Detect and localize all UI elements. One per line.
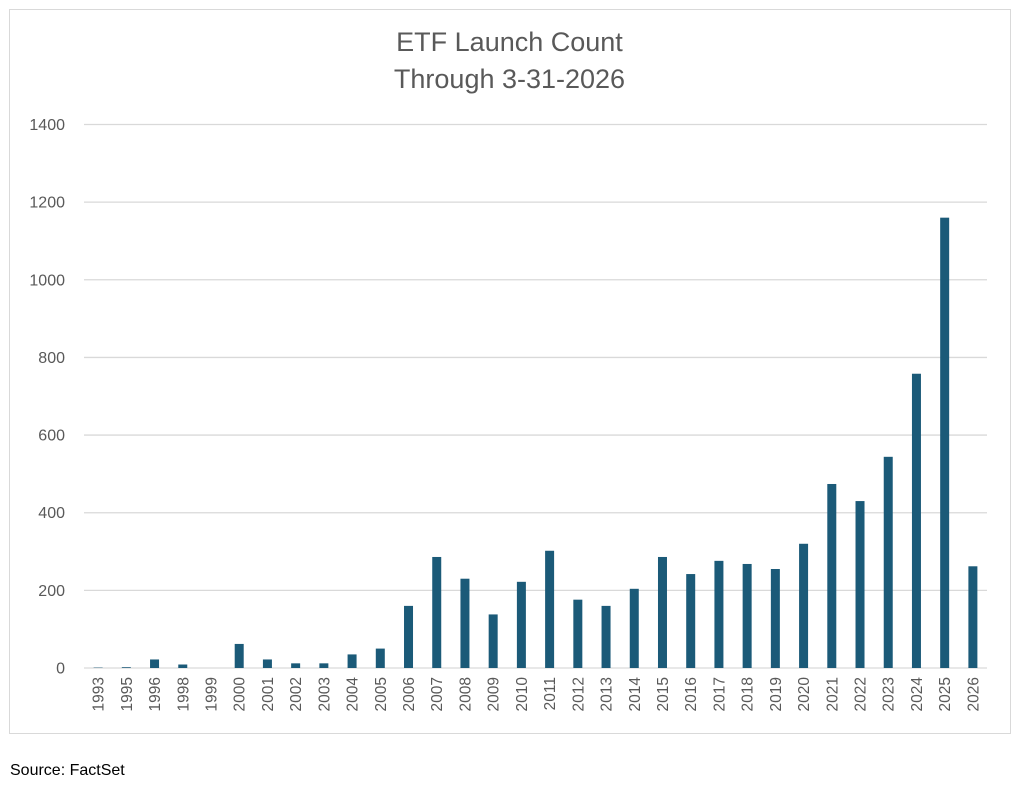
bar-2010 — [516, 581, 526, 668]
bar-1998 — [178, 664, 188, 668]
bar-2011 — [545, 550, 555, 668]
x-tick-label: 2011 — [542, 677, 559, 710]
y-tick-label: 800 — [38, 350, 65, 367]
bar-2002 — [291, 663, 301, 668]
x-tick-label: 2013 — [599, 677, 616, 711]
bar-2007 — [432, 556, 442, 668]
bar-2014 — [629, 588, 639, 668]
y-axis-ticks: 0 200 400 600 800 1000 1200 1400 — [29, 117, 65, 678]
x-tick-label: 2014 — [627, 677, 644, 712]
bar-2015 — [657, 556, 667, 668]
x-tick-label: 2008 — [457, 677, 474, 711]
x-tick-label: 2005 — [373, 677, 390, 711]
x-tick-label: 2026 — [965, 677, 982, 711]
x-tick-label: 2010 — [514, 677, 531, 712]
bar-2021 — [827, 483, 837, 668]
y-tick-label: 0 — [56, 661, 65, 678]
x-tick-label: 1993 — [91, 677, 108, 711]
x-tick-label: 2002 — [288, 677, 305, 711]
y-tick-label: 1400 — [29, 117, 65, 134]
x-tick-label: 2023 — [881, 677, 898, 711]
x-tick-label: 2006 — [401, 677, 418, 711]
x-tick-label: 2003 — [316, 677, 333, 711]
x-tick-label: 2004 — [345, 677, 362, 712]
chart-subtitle: Through 3-31-2026 — [393, 64, 626, 94]
x-tick-label: 2024 — [909, 677, 926, 712]
x-tick-label: 2021 — [824, 677, 841, 711]
bars — [93, 217, 978, 668]
bar-2008 — [460, 578, 470, 668]
bar-2005 — [375, 648, 385, 668]
bar-2024 — [911, 373, 921, 668]
y-tick-label: 600 — [38, 428, 65, 445]
bar-2006 — [404, 605, 414, 668]
x-tick-label: 2015 — [655, 677, 672, 711]
bar-2009 — [488, 614, 498, 668]
gridlines — [84, 123, 987, 669]
x-tick-label: 1996 — [147, 677, 164, 711]
bar-2004 — [347, 654, 357, 668]
x-tick-label: 2000 — [232, 677, 249, 712]
x-tick-label: 2020 — [796, 677, 813, 712]
x-tick-label: 1999 — [203, 677, 220, 711]
x-tick-label: 1998 — [175, 677, 192, 711]
x-tick-label: 2016 — [683, 677, 700, 711]
bar-2016 — [686, 574, 696, 668]
y-tick-label: 400 — [38, 505, 65, 522]
bar-2017 — [714, 560, 724, 668]
y-tick-label: 1200 — [29, 195, 65, 212]
x-tick-label: 2019 — [768, 677, 785, 711]
x-tick-label: 2025 — [937, 677, 954, 711]
x-tick-label: 2018 — [740, 677, 757, 711]
bar-1995 — [121, 667, 131, 668]
x-tick-label: 2009 — [486, 677, 503, 711]
y-tick-label: 200 — [38, 583, 65, 600]
x-tick-label: 2017 — [711, 677, 728, 711]
source-note: Source: FactSet — [10, 762, 125, 779]
bar-2000 — [234, 643, 244, 668]
bar-2003 — [319, 663, 329, 668]
x-tick-label: 2001 — [260, 677, 277, 711]
chart-title: ETF Launch Count — [396, 27, 623, 57]
bar-2019 — [770, 569, 780, 668]
bar-2013 — [601, 605, 611, 668]
bar-1996 — [150, 659, 160, 668]
bar-2012 — [573, 599, 583, 668]
bar-2026 — [968, 566, 978, 668]
bar-2022 — [855, 501, 865, 668]
x-tick-label: 1995 — [119, 677, 136, 711]
x-tick-label: 2007 — [429, 677, 446, 711]
bar-2018 — [742, 563, 752, 668]
bar-2023 — [883, 456, 893, 668]
bar-2020 — [799, 543, 809, 668]
chart-frame — [9, 9, 1011, 734]
x-tick-label: 2012 — [570, 677, 587, 711]
bar-2025 — [940, 217, 950, 668]
x-axis-ticks: 1993 1995 1996 1998 1999 2000 2001 2002 2003 2004… — [91, 677, 983, 712]
x-tick-label: 2022 — [853, 677, 870, 711]
y-tick-label: 1000 — [29, 272, 65, 289]
bar-2001 — [262, 659, 272, 668]
